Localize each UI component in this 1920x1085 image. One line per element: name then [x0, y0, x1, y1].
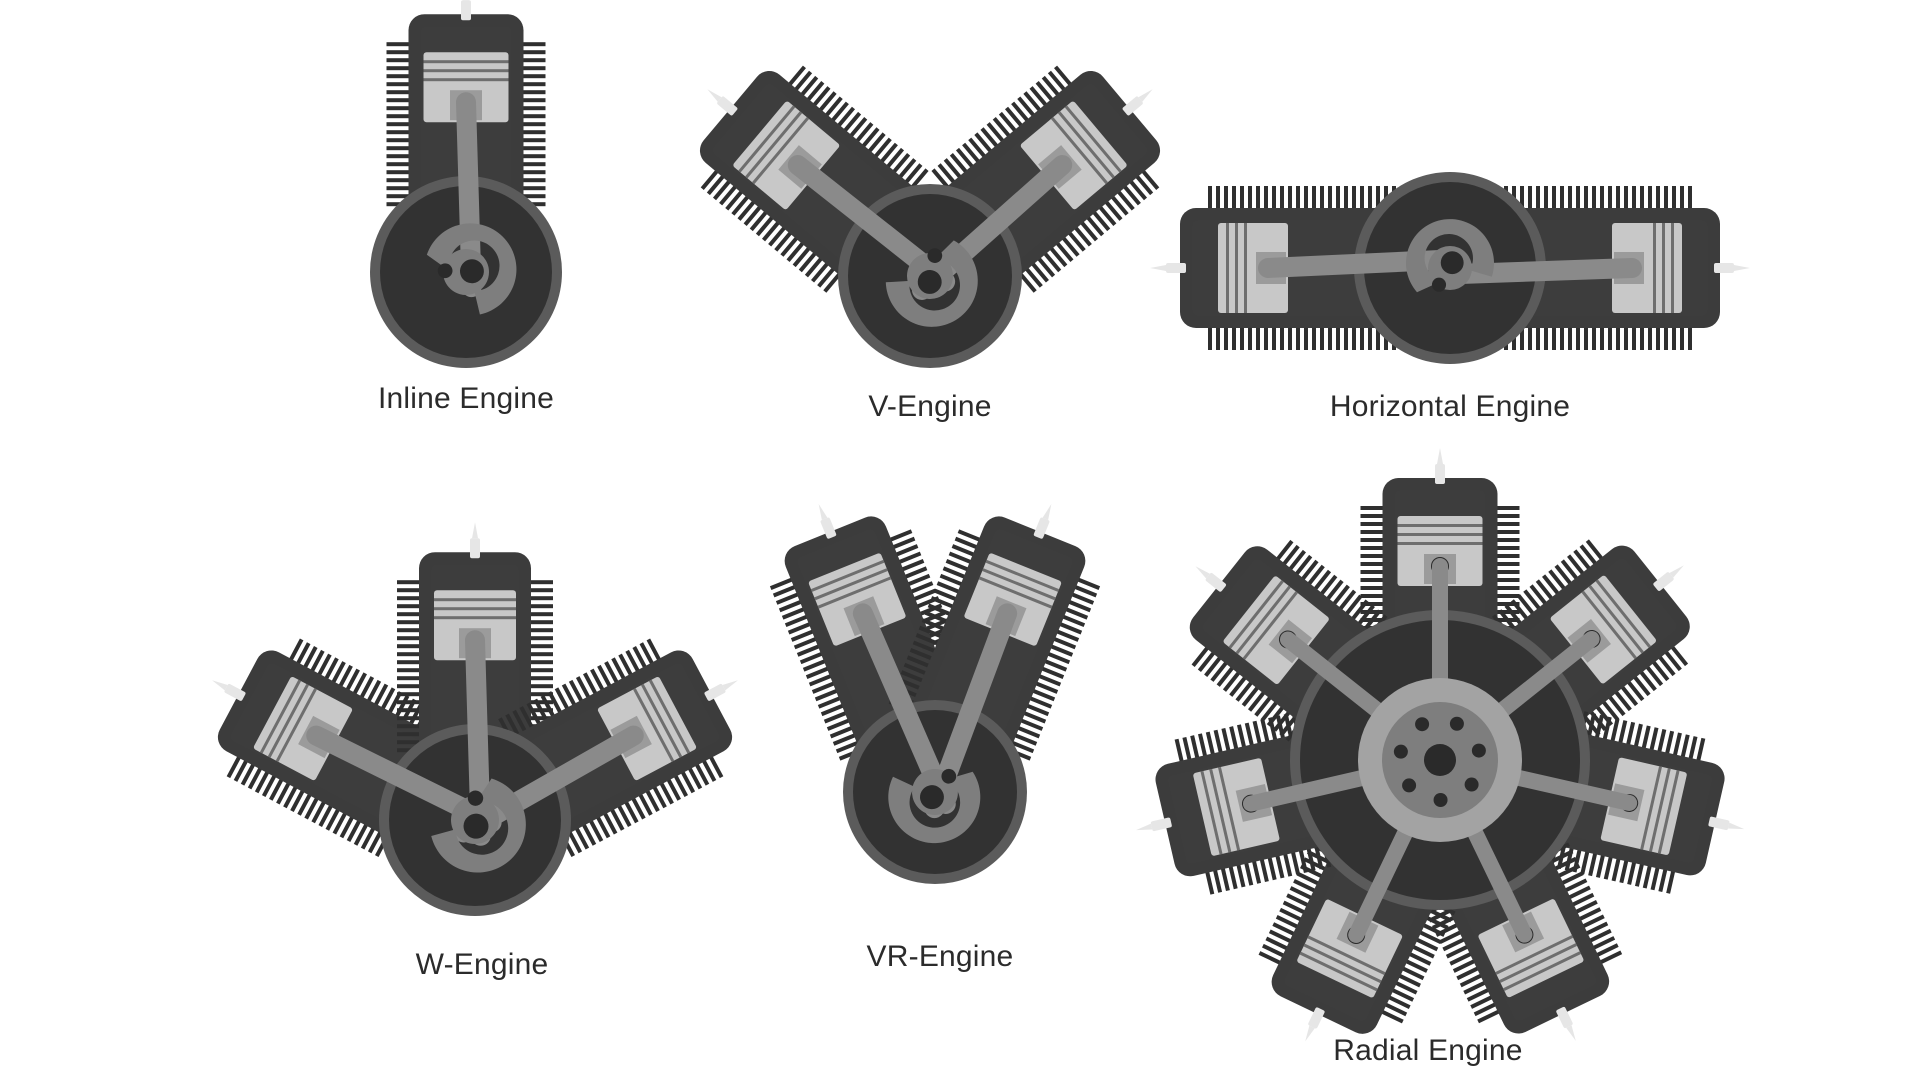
label-radial-engine: Radial Engine	[1333, 1034, 1522, 1068]
spark-plug-icon	[470, 522, 480, 558]
vr-engine-icon	[748, 476, 1122, 884]
spark-plug-icon	[1708, 816, 1745, 834]
spark-plug-icon	[1033, 502, 1056, 539]
label-inline-engine: Inline Engine	[378, 382, 554, 416]
spark-plug-icon	[1653, 561, 1687, 591]
spark-plug-icon	[814, 502, 837, 539]
spark-plug-icon	[461, 0, 471, 20]
label-v-engine: V-Engine	[868, 390, 991, 424]
inline-engine-icon	[370, 0, 562, 368]
spark-plug-icon	[704, 85, 738, 116]
horizontal-engine-icon	[1150, 172, 1750, 364]
spark-plug-icon	[1122, 85, 1156, 116]
spark-plug-icon	[1192, 562, 1226, 592]
radial-engine-icon	[1118, 448, 1762, 1076]
spark-plug-icon	[1435, 448, 1445, 484]
spark-plug-icon	[1556, 1006, 1581, 1043]
v-engine-icon	[656, 28, 1203, 368]
label-w-engine: W-Engine	[416, 948, 549, 982]
spark-plug-icon	[1301, 1007, 1326, 1044]
spark-plug-icon	[210, 676, 246, 702]
w-engine-icon	[175, 522, 774, 916]
spark-plug-icon	[704, 676, 740, 702]
master-hub	[1358, 678, 1522, 842]
spark-plug-icon	[1714, 263, 1750, 273]
label-horizontal-engine: Horizontal Engine	[1330, 390, 1570, 424]
spark-plug-icon	[1150, 263, 1186, 273]
spark-plug-icon	[1135, 817, 1172, 835]
label-vr-engine: VR-Engine	[867, 940, 1014, 974]
